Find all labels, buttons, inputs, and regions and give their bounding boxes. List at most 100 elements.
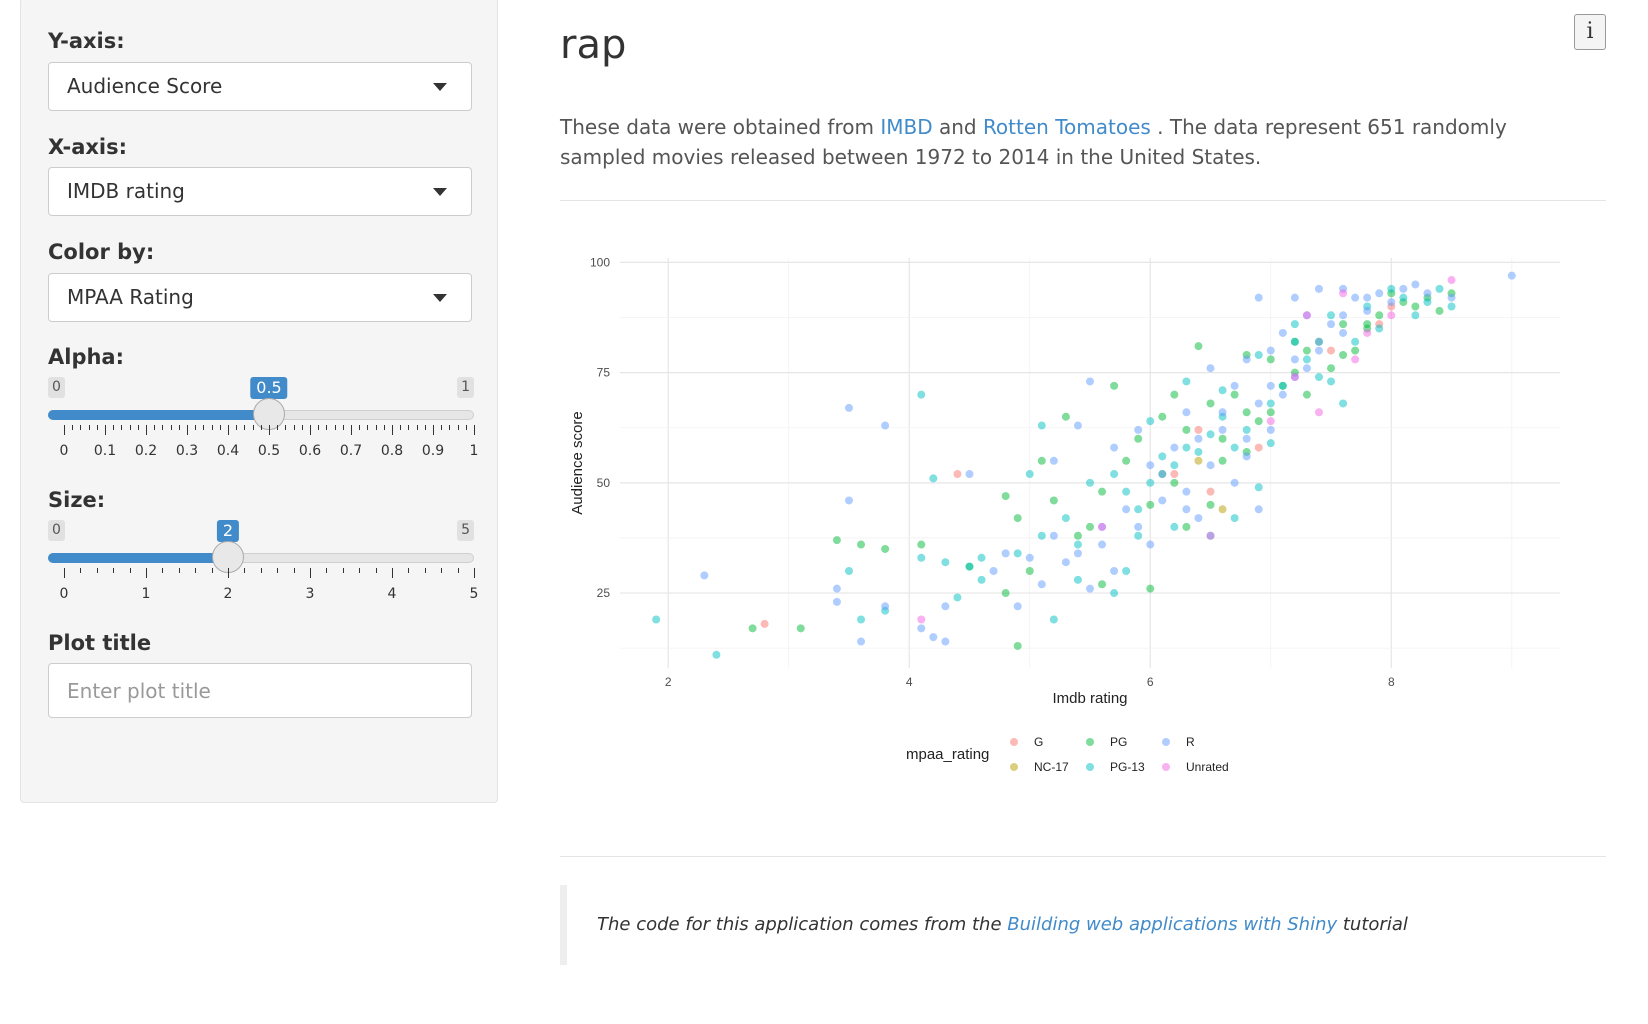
data-point-r [1073,421,1082,430]
scatter-plot: 2 4 6 8 25 50 75 100 Imdb rating Audience score m… [569,255,1560,774]
slider-minor-tick [219,425,221,430]
legend-title: mpaa_rating [906,746,989,763]
slider-minor-tick [72,425,74,430]
data-point-r [1242,355,1251,364]
info-icon: i [1586,19,1594,44]
data-point-pg [1206,399,1215,408]
data-point-g [1206,487,1215,496]
slider-minor-tick [424,568,426,573]
data-point-pg [1218,456,1227,465]
info-button[interactable]: i [1574,14,1606,50]
data-point-pg-13 [1254,483,1263,492]
data-point-pg [1013,641,1022,650]
plot-title-input[interactable] [48,663,472,718]
slider-minor-tick [80,425,82,430]
data-point-pg-13 [1327,377,1336,386]
slider-minor-tick [96,568,98,573]
slider-major-tick [64,568,65,578]
data-point-r [941,637,950,646]
data-point-r [857,637,866,646]
data-point-r [1182,487,1191,496]
x-axis-label: X-axis: [48,135,128,159]
data-point-r [1314,284,1323,293]
slider-minor-tick [195,425,197,430]
slider-minor-tick [154,425,156,430]
data-point-r [1254,505,1263,514]
y-axis-select[interactable]: Audience Score [48,62,472,111]
slider-minor-tick [277,425,279,430]
data-point-g [1194,425,1203,434]
slider-tick-label: 0.3 [175,443,199,459]
slider-minor-tick [441,568,443,573]
data-point-pg-13 [977,575,986,584]
data-point-unrated [917,615,926,624]
data-point-pg [1327,364,1336,373]
slider-tick-label: 0.5 [257,443,281,459]
data-point-r [1134,522,1143,531]
data-point-pg-13 [917,390,926,399]
slider-major-tick [146,568,147,578]
data-point-r [1375,289,1384,298]
slider-tick-label: 0.9 [421,443,445,459]
data-point-pg-13 [1339,399,1348,408]
size-slider[interactable]: 0 5 2 0 1 2 3 4 5 [48,520,478,610]
data-point-pg [1266,408,1275,417]
x-tick-label: 6 [1147,675,1154,689]
slider-minor-tick [301,425,303,430]
data-point-r [1049,531,1058,540]
data-point-pg-13 [844,567,853,576]
data-point-r [844,403,853,412]
data-point-pg [1086,522,1094,531]
data-point-r [1363,306,1372,315]
data-point-r [1423,289,1432,298]
size-slider-min: 0 [48,520,65,541]
data-point-unrated [1363,328,1372,337]
rotten-tomatoes-link[interactable]: Rotten Tomatoes [982,115,1151,139]
slider-minor-tick [113,425,115,430]
data-point-pg [1146,500,1155,509]
y-tick-label: 50 [597,476,611,490]
data-point-pg [1230,390,1239,399]
data-point-r [1278,390,1287,399]
data-point-r [1507,271,1516,280]
data-point-pg-13 [1302,355,1311,364]
imdb-link[interactable]: IMBD [880,115,933,139]
caret-down-icon [433,188,447,196]
size-slider-handle[interactable] [212,541,244,573]
color-by-select[interactable]: MPAA Rating [48,273,472,322]
data-point-pg [1194,342,1203,351]
shiny-tutorial-link[interactable]: Building web applications with Shiny [1007,914,1338,935]
data-point-pg-13 [1134,505,1143,514]
data-point-pg [1122,456,1131,465]
data-point-r [844,496,853,505]
alpha-slider[interactable]: 0 1 0.5 0 0.1 0.2 0.3 0.4 0.5 0.6 0.7 0.8 0.9 1 [48,377,478,467]
caret-down-icon [433,294,447,302]
data-point-pg-13 [1314,373,1323,382]
data-point-r [1254,293,1263,302]
x-axis-select[interactable]: IMDB rating [48,167,472,216]
alpha-slider-min: 0 [48,377,65,398]
data-point-r [1387,298,1396,307]
slider-tick-label: 0 [59,443,69,459]
data-point-r [1086,377,1094,386]
slider-tick-label: 0.2 [134,443,158,459]
data-point-pg-13 [1206,430,1215,439]
slider-major-tick [187,425,188,435]
data-point-pg [1375,311,1384,320]
data-point-r [1037,580,1046,589]
slider-minor-tick [96,425,98,430]
slider-tick-label: 4 [387,586,397,602]
data-point-pg [1098,487,1107,496]
data-point-r [1110,567,1119,576]
y-axis-title: Audience score [569,411,586,514]
slider-major-tick [474,568,475,578]
x-axis-title: Imdb rating [1052,690,1127,707]
data-point-pg-13 [1073,540,1082,549]
data-point-pg-13 [1110,589,1119,598]
slider-minor-tick [383,425,385,430]
slider-minor-tick [441,425,443,430]
data-point-pg-13 [1049,615,1058,624]
slider-minor-tick [129,568,131,573]
y-tick-label: 25 [597,586,611,600]
slider-major-tick [269,425,270,435]
